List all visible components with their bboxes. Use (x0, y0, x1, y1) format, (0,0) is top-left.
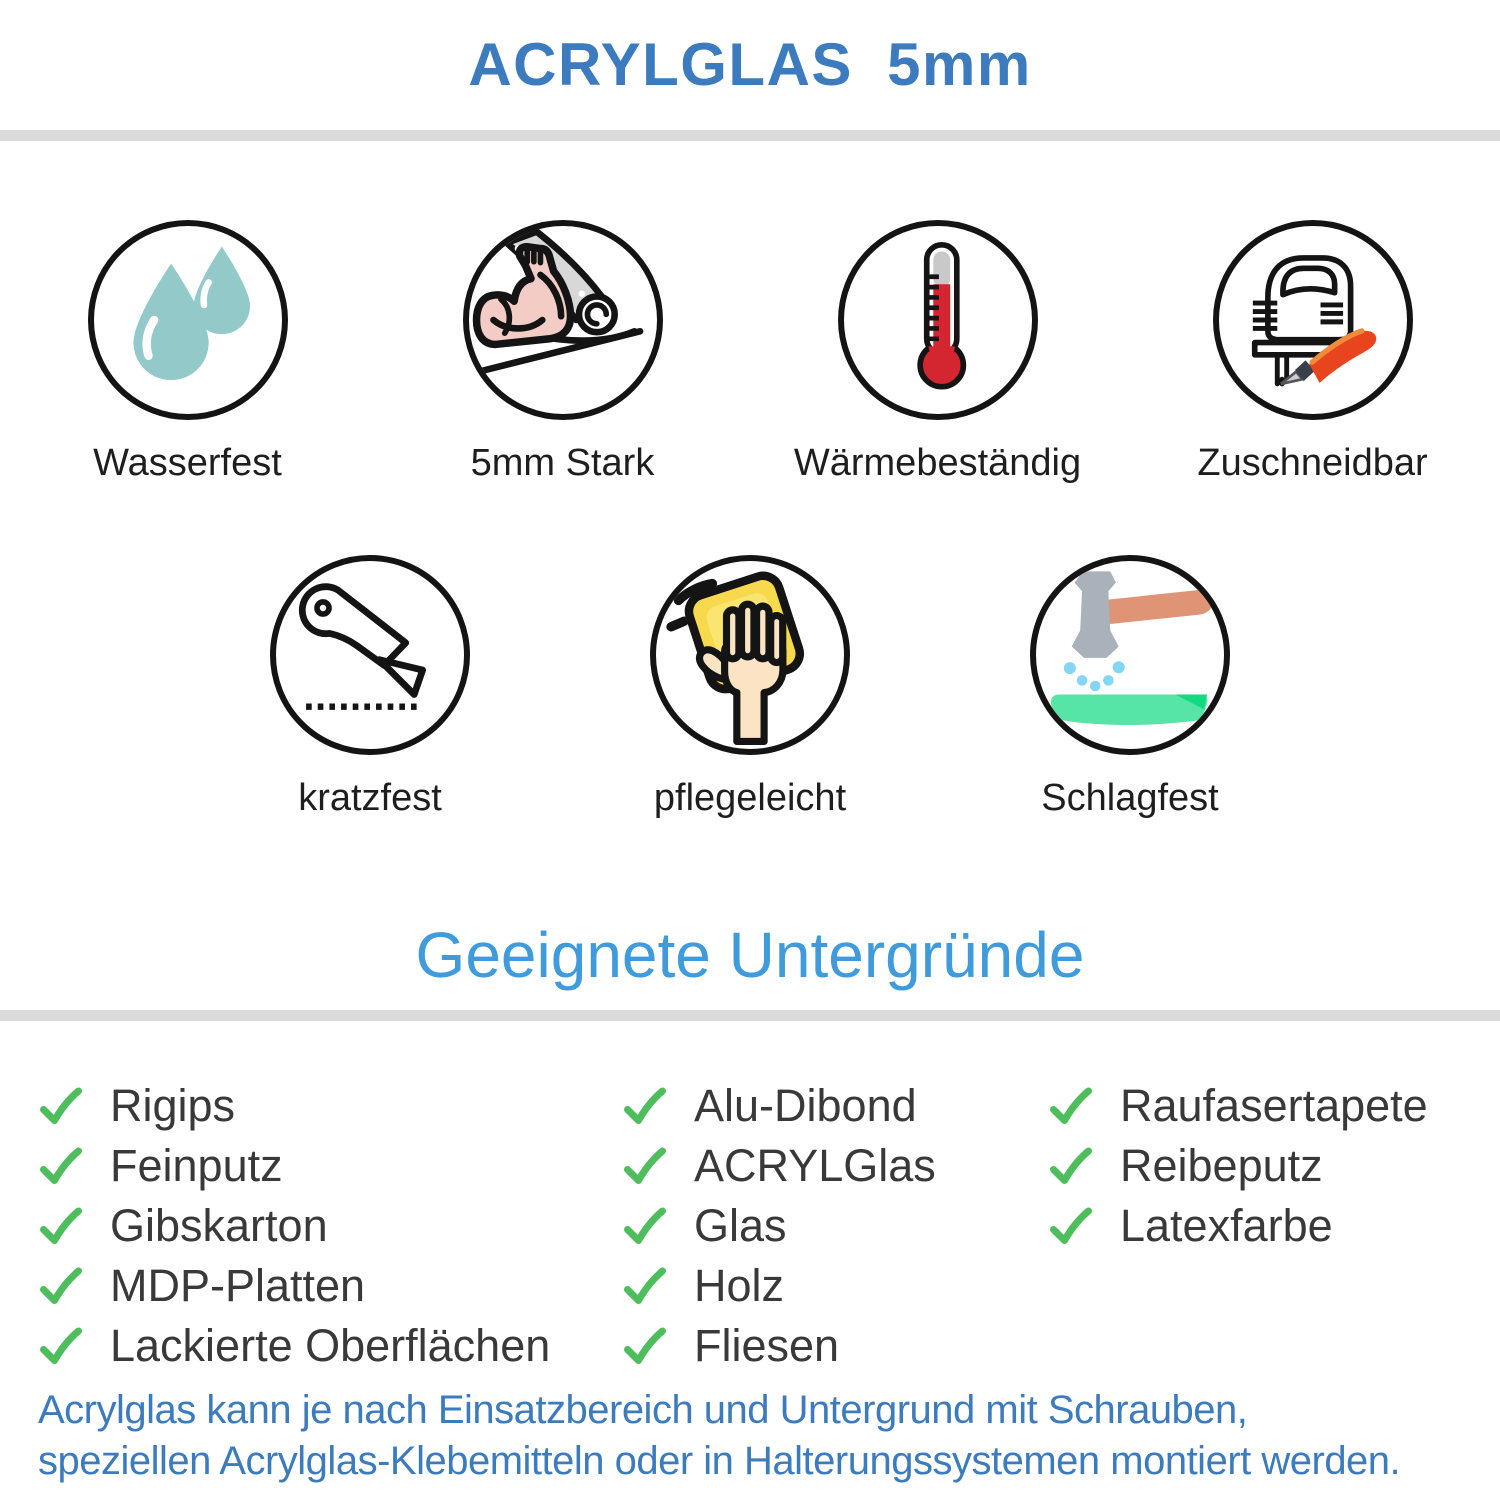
feature-label: pflegeleicht (653, 777, 847, 819)
feature-pflegeleicht: pflegeleicht (560, 555, 940, 820)
muscle-arm-roll-icon (462, 220, 663, 420)
list-item: ACRYLGlas (622, 1136, 936, 1196)
substrate-label: Lackierte Oberflächen (110, 1320, 551, 1371)
cleaning-hand-icon (650, 555, 850, 755)
substrate-label: Rigips (110, 1080, 236, 1131)
feature-label: Wasserfest (93, 442, 282, 484)
substrate-label: ACRYLGlas (694, 1140, 936, 1191)
check-icon (624, 1087, 666, 1124)
hammer-impact-icon (1030, 555, 1230, 755)
check-icon (624, 1327, 666, 1364)
feature-5mm-stark: 5mm Stark (375, 220, 750, 485)
check-icon (1050, 1207, 1092, 1244)
check-icon (624, 1267, 666, 1304)
substrates-list: Rigips Feinputz Gibskarton MDP-Platten L… (0, 1076, 1500, 1386)
list-item: Lackierte Oberflächen (38, 1316, 550, 1376)
water-drops-icon (87, 220, 288, 420)
list-item: Feinputz (38, 1136, 550, 1196)
check-icon (40, 1087, 82, 1124)
list-item: MDP-Platten (38, 1256, 550, 1316)
check-icon (1050, 1087, 1092, 1124)
list-item: Rigips (38, 1076, 550, 1136)
substrates-column-2: Alu-Dibond ACRYLGlas Glas Holz Fliesen (622, 1076, 936, 1376)
check-icon (624, 1147, 666, 1184)
feature-wasserfest: Wasserfest (0, 220, 375, 485)
section-heading: Geeignete Untergründe (415, 919, 1085, 991)
substrate-label: Feinputz (110, 1140, 283, 1191)
substrate-label: Fliesen (694, 1320, 840, 1371)
thermometer-icon (837, 220, 1038, 420)
check-icon (624, 1207, 666, 1244)
feature-kratzfest: kratzfest (180, 555, 560, 820)
check-icon (40, 1267, 82, 1304)
feature-schlagfest: Schlagfest (940, 555, 1320, 820)
list-item: Glas (622, 1196, 936, 1256)
check-icon (40, 1147, 82, 1184)
check-icon (40, 1207, 82, 1244)
substrate-label: Glas (694, 1200, 787, 1251)
feature-row-1: Wasserfest 5mm Stark (0, 220, 1500, 485)
divider-bar-middle (0, 1010, 1500, 1021)
substrate-label: Raufasertapete (1120, 1080, 1428, 1131)
page-title: ACRYLGLAS 5mm (468, 31, 1032, 98)
jigsaw-knife-icon (1212, 220, 1413, 420)
list-item: Fliesen (622, 1316, 936, 1376)
substrates-column-1: Rigips Feinputz Gibskarton MDP-Platten L… (38, 1076, 550, 1376)
substrate-label: Reibeputz (1120, 1140, 1323, 1191)
utility-knife-icon (270, 555, 470, 755)
substrate-label: Gibskarton (110, 1200, 328, 1251)
feature-label: Schlagfest (1041, 777, 1219, 819)
substrate-label: Latexfarbe (1120, 1200, 1333, 1251)
feature-label: kratzfest (298, 777, 442, 819)
list-item: Reibeputz (1048, 1136, 1428, 1196)
footer-line-2: speziellen Acrylglas-Klebemitteln oder i… (38, 1439, 1401, 1483)
check-icon (1050, 1147, 1092, 1184)
substrate-label: MDP-Platten (110, 1260, 366, 1311)
list-item: Latexfarbe (1048, 1196, 1428, 1256)
footer-note: Acrylglas kann je nach Einsatzbereich un… (38, 1385, 1488, 1487)
substrates-column-3: Raufasertapete Reibeputz Latexfarbe (1048, 1076, 1428, 1256)
footer-line-1: Acrylglas kann je nach Einsatzbereich un… (38, 1388, 1248, 1432)
substrate-label: Alu-Dibond (694, 1080, 917, 1131)
feature-label: Wärmebeständig (793, 442, 1082, 484)
list-item: Holz (622, 1256, 936, 1316)
feature-label: 5mm Stark (470, 442, 655, 484)
list-item: Raufasertapete (1048, 1076, 1428, 1136)
substrate-label: Holz (694, 1260, 785, 1311)
feature-label: Zuschneidbar (1197, 442, 1428, 484)
feature-row-2: kratzfest pflegeleicht (0, 555, 1500, 820)
list-item: Alu-Dibond (622, 1076, 936, 1136)
divider-bar-top (0, 130, 1500, 141)
feature-zuschneidbar: Zuschneidbar (1125, 220, 1500, 485)
check-icon (40, 1327, 82, 1364)
feature-waermebestaendig: Wärmebeständig (750, 220, 1125, 485)
list-item: Gibskarton (38, 1196, 550, 1256)
